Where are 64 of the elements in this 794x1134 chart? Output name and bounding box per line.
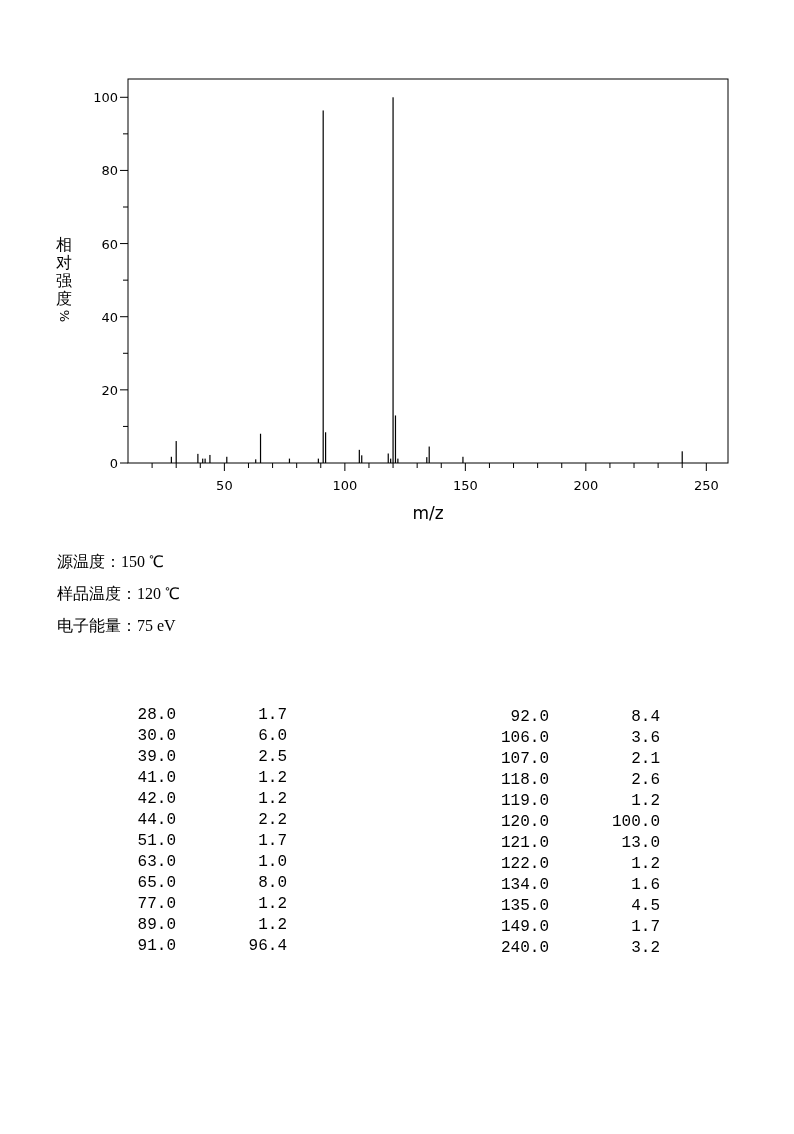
text: 92.0 xyxy=(510,708,549,726)
y-tick-label: 80 xyxy=(101,163,118,179)
text: 8.0 xyxy=(258,874,287,892)
x-tick-label: 50 xyxy=(216,478,233,493)
text: 3.2 xyxy=(631,939,660,957)
text: 30.0 xyxy=(137,727,176,745)
text: 65.0 xyxy=(137,874,176,892)
text: 1.6 xyxy=(631,876,660,894)
text: 2.2 xyxy=(258,811,287,829)
text: 2.6 xyxy=(631,771,660,789)
text: 100.0 xyxy=(611,813,660,831)
text: 119.0 xyxy=(500,792,549,810)
x-axis-title: m/z xyxy=(412,503,444,523)
text: 电子能量：75 eV xyxy=(57,617,177,634)
y-tick-label: 0 xyxy=(109,456,118,471)
text: 91.0 xyxy=(137,937,176,955)
text: 107.0 xyxy=(500,750,549,768)
text: 1.2 xyxy=(258,790,287,808)
text: 240.0 xyxy=(500,939,549,957)
text: 44.0 xyxy=(137,811,176,829)
text: 149.0 xyxy=(500,918,549,936)
text: 2.1 xyxy=(631,750,660,768)
text: 135.0 xyxy=(500,897,549,915)
text: 13.0 xyxy=(621,834,660,852)
text: 96.4 xyxy=(248,937,287,955)
text: 77.0 xyxy=(137,895,176,913)
text: 1.2 xyxy=(258,895,287,913)
text: 42.0 xyxy=(137,790,176,808)
text: 1.2 xyxy=(631,792,660,810)
text: 134.0 xyxy=(500,876,549,894)
text: 1.2 xyxy=(258,916,287,934)
y-tick-label: 100 xyxy=(93,90,118,106)
text: 122.0 xyxy=(500,855,549,873)
x-tick-label: 250 xyxy=(693,478,719,493)
text: 63.0 xyxy=(137,853,176,871)
text: 118.0 xyxy=(500,771,549,789)
text: 39.0 xyxy=(137,748,176,766)
y-tick-label: 20 xyxy=(101,382,118,398)
text: 1.2 xyxy=(631,855,660,873)
text: 28.0 xyxy=(137,706,176,724)
x-tick-label: 100 xyxy=(332,478,358,493)
text: 120.0 xyxy=(500,813,549,831)
text: 3.6 xyxy=(631,729,660,747)
y-tick-label: 40 xyxy=(101,309,118,325)
y-tick-label: 60 xyxy=(101,236,118,252)
text: 41.0 xyxy=(137,769,176,787)
text: 1.0 xyxy=(258,853,287,871)
text: 6.0 xyxy=(258,727,287,745)
y-axis-title: 相对强度% xyxy=(56,236,72,323)
x-tick-label: 150 xyxy=(452,478,478,493)
text: 8.4 xyxy=(631,708,660,726)
x-tick-label: 200 xyxy=(573,478,599,493)
text: 样品温度：120 ℃ xyxy=(57,585,180,602)
text: 89.0 xyxy=(137,916,176,934)
text: 4.5 xyxy=(631,897,660,915)
text: 1.2 xyxy=(258,769,287,787)
text: 1.7 xyxy=(258,706,287,724)
text: 1.7 xyxy=(631,918,660,936)
text: 2.5 xyxy=(258,748,287,766)
text: 121.0 xyxy=(500,834,549,852)
text: 51.0 xyxy=(137,832,176,850)
text: 源温度：150 ℃ xyxy=(57,553,164,570)
text: 106.0 xyxy=(500,729,549,747)
text: 1.7 xyxy=(258,832,287,850)
